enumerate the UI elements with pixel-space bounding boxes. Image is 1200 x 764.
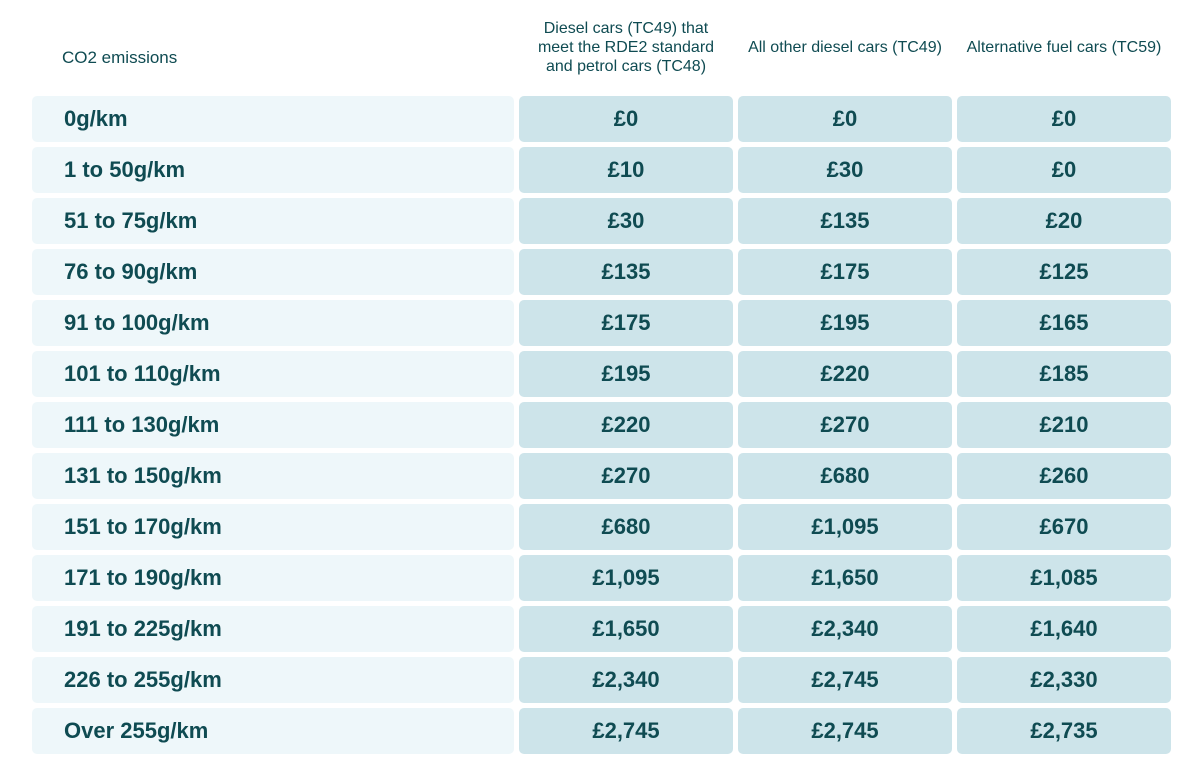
rate-other-diesel: £220: [738, 351, 952, 397]
emission-band: 226 to 255g/km: [32, 657, 514, 703]
rate-other-diesel: £2,745: [738, 657, 952, 703]
rate-diesel-rde2-petrol: £10: [519, 147, 733, 193]
emission-band: 131 to 150g/km: [32, 453, 514, 499]
rate-diesel-rde2-petrol: £135: [519, 249, 733, 295]
table-row: Over 255g/km £2,745 £2,745 £2,735: [32, 706, 1174, 757]
emission-band: 91 to 100g/km: [32, 300, 514, 346]
rate-other-diesel: £270: [738, 402, 952, 448]
rate-other-diesel: £0: [738, 96, 952, 142]
rate-other-diesel: £680: [738, 453, 952, 499]
rate-alternative-fuel: £210: [957, 402, 1171, 448]
header-alternative-fuel: Alternative fuel cars (TC59): [957, 0, 1171, 94]
emission-band: 76 to 90g/km: [32, 249, 514, 295]
table-row: 91 to 100g/km £175 £195 £165: [32, 298, 1174, 349]
rate-diesel-rde2-petrol: £0: [519, 96, 733, 142]
table-row: 1 to 50g/km £10 £30 £0: [32, 145, 1174, 196]
rate-alternative-fuel: £0: [957, 147, 1171, 193]
rate-alternative-fuel: £260: [957, 453, 1171, 499]
table-row: 191 to 225g/km £1,650 £2,340 £1,640: [32, 604, 1174, 655]
rate-diesel-rde2-petrol: £1,650: [519, 606, 733, 652]
rate-alternative-fuel: £1,640: [957, 606, 1171, 652]
emission-band: 1 to 50g/km: [32, 147, 514, 193]
table-row: 51 to 75g/km £30 £135 £20: [32, 196, 1174, 247]
table-row: 131 to 150g/km £270 £680 £260: [32, 451, 1174, 502]
rate-alternative-fuel: £20: [957, 198, 1171, 244]
emission-band: 0g/km: [32, 96, 514, 142]
table-row: 0g/km £0 £0 £0: [32, 94, 1174, 145]
rate-diesel-rde2-petrol: £220: [519, 402, 733, 448]
table-row: 151 to 170g/km £680 £1,095 £670: [32, 502, 1174, 553]
rate-diesel-rde2-petrol: £2,745: [519, 708, 733, 754]
emission-band: 191 to 225g/km: [32, 606, 514, 652]
header-alternative-fuel-label: Alternative fuel cars (TC59): [966, 38, 1162, 56]
rate-other-diesel: £2,340: [738, 606, 952, 652]
table-header: CO2 emissions Diesel cars (TC49) that me…: [32, 0, 1174, 94]
header-diesel-rde2-petrol-label: Diesel cars (TC49) that meet the RDE2 st…: [537, 19, 715, 75]
header-other-diesel-label: All other diesel cars (TC49): [748, 38, 942, 56]
rate-diesel-rde2-petrol: £175: [519, 300, 733, 346]
emission-band: Over 255g/km: [32, 708, 514, 754]
emission-band: 171 to 190g/km: [32, 555, 514, 601]
rate-other-diesel: £175: [738, 249, 952, 295]
rate-alternative-fuel: £670: [957, 504, 1171, 550]
rate-alternative-fuel: £2,735: [957, 708, 1171, 754]
table-row: 226 to 255g/km £2,340 £2,745 £2,330: [32, 655, 1174, 706]
rate-diesel-rde2-petrol: £30: [519, 198, 733, 244]
rate-alternative-fuel: £2,330: [957, 657, 1171, 703]
table-row: 101 to 110g/km £195 £220 £185: [32, 349, 1174, 400]
rate-diesel-rde2-petrol: £2,340: [519, 657, 733, 703]
rate-alternative-fuel: £1,085: [957, 555, 1171, 601]
header-co2-emissions: CO2 emissions: [32, 10, 514, 104]
emission-band: 101 to 110g/km: [32, 351, 514, 397]
rate-alternative-fuel: £0: [957, 96, 1171, 142]
rate-diesel-rde2-petrol: £1,095: [519, 555, 733, 601]
rate-alternative-fuel: £125: [957, 249, 1171, 295]
rate-other-diesel: £1,095: [738, 504, 952, 550]
vehicle-tax-table: CO2 emissions Diesel cars (TC49) that me…: [32, 0, 1174, 757]
table-row: 76 to 90g/km £135 £175 £125: [32, 247, 1174, 298]
rate-alternative-fuel: £185: [957, 351, 1171, 397]
rate-other-diesel: £30: [738, 147, 952, 193]
rate-alternative-fuel: £165: [957, 300, 1171, 346]
emission-band: 151 to 170g/km: [32, 504, 514, 550]
rate-other-diesel: £195: [738, 300, 952, 346]
table-row: 171 to 190g/km £1,095 £1,650 £1,085: [32, 553, 1174, 604]
header-diesel-rde2-petrol: Diesel cars (TC49) that meet the RDE2 st…: [519, 0, 733, 94]
emission-band: 51 to 75g/km: [32, 198, 514, 244]
rate-diesel-rde2-petrol: £270: [519, 453, 733, 499]
rate-other-diesel: £135: [738, 198, 952, 244]
rate-diesel-rde2-petrol: £680: [519, 504, 733, 550]
rate-other-diesel: £1,650: [738, 555, 952, 601]
emission-band: 111 to 130g/km: [32, 402, 514, 448]
table-row: 111 to 130g/km £220 £270 £210: [32, 400, 1174, 451]
header-co2-emissions-label: CO2 emissions: [62, 47, 178, 67]
rate-other-diesel: £2,745: [738, 708, 952, 754]
rate-diesel-rde2-petrol: £195: [519, 351, 733, 397]
header-other-diesel: All other diesel cars (TC49): [738, 0, 952, 94]
